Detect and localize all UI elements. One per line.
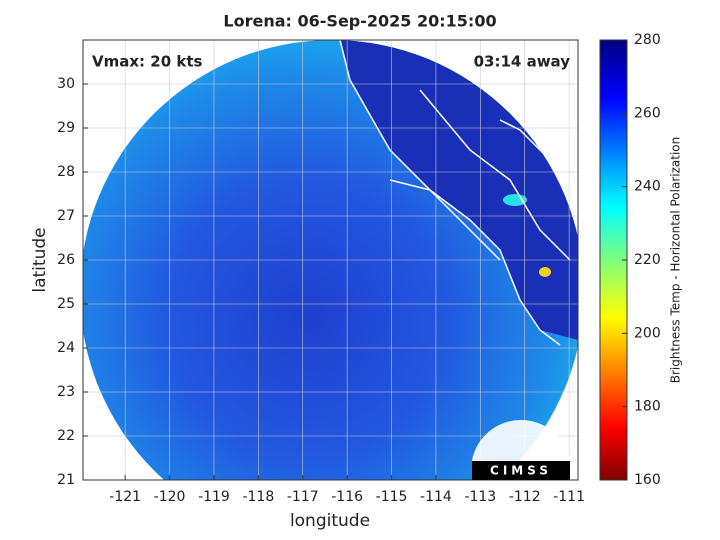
x-tick-label: -114 — [420, 489, 452, 505]
logo-text: CIMSS — [490, 464, 552, 478]
y-tick-label: 27 — [57, 208, 75, 224]
x-tick-label: -113 — [464, 489, 496, 505]
logo: CIMSS — [472, 419, 570, 480]
x-tick-label: -112 — [509, 489, 541, 505]
colorbar-tick-label: 240 — [634, 179, 661, 195]
y-tick-label: 24 — [57, 340, 75, 356]
x-tick-label: -119 — [198, 489, 230, 505]
title: Lorena: 06-Sep-2025 20:15:00 — [223, 12, 496, 31]
y-axis-label: latitude — [30, 227, 50, 292]
colorbar-label: Brightness Temp - Horizontal Polarizatio… — [669, 137, 683, 384]
x-axis-label: longitude — [290, 511, 370, 531]
y-tick-label: 25 — [57, 296, 75, 312]
annotation: 03:14 away — [474, 53, 571, 71]
colorbar-tick-label: 160 — [634, 472, 661, 488]
x-tick-label: -111 — [553, 489, 585, 505]
x-tick-label: -120 — [154, 489, 186, 505]
colorbar-tick-label: 200 — [634, 325, 661, 341]
plot-frame — [82, 39, 579, 481]
colorbar-tick-label: 180 — [634, 399, 661, 415]
colorbar-tick-label: 280 — [634, 32, 661, 48]
y-tick-label: 28 — [57, 164, 75, 180]
y-tick-label: 29 — [57, 120, 75, 136]
x-tick-label: -115 — [376, 489, 408, 505]
colorbar-tick-label: 220 — [634, 252, 661, 268]
x-tick-label: -121 — [109, 489, 141, 505]
y-tick-label: 22 — [57, 428, 75, 444]
annotation: Vmax: 20 kts — [92, 53, 202, 71]
x-tick-label: -117 — [287, 489, 319, 505]
x-tick-label: -116 — [331, 489, 363, 505]
y-tick-label: 26 — [57, 252, 75, 268]
y-tick-label: 30 — [57, 76, 75, 92]
colorbar-tick-label: 260 — [634, 105, 661, 121]
y-tick-label: 23 — [57, 384, 75, 400]
y-tick-label: 21 — [57, 472, 75, 488]
x-tick-label: -118 — [242, 489, 274, 505]
